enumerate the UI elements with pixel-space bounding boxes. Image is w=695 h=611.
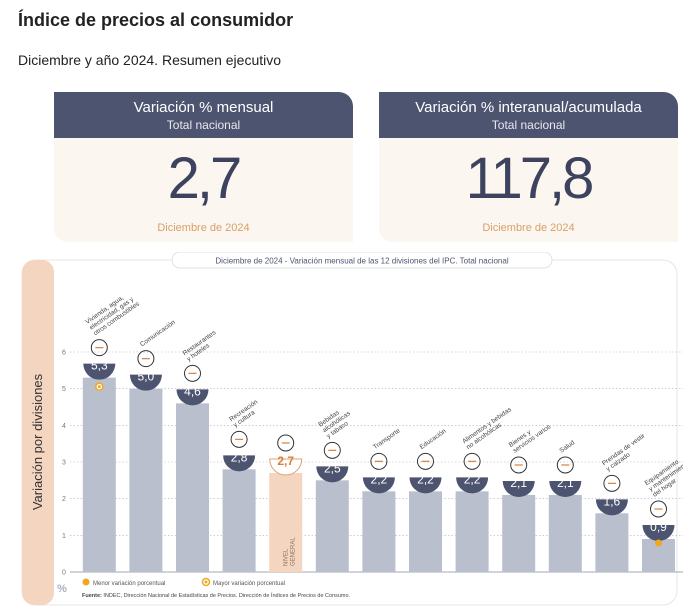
bar	[409, 491, 442, 572]
bar	[82, 377, 116, 572]
value-badge	[595, 499, 628, 516]
bar	[176, 403, 209, 572]
value-label: 5,0	[138, 370, 155, 384]
bar	[548, 495, 582, 572]
legend-max-label: Mayor variación porcentual	[213, 581, 285, 587]
ylabel-panel	[22, 260, 54, 605]
source-prefix: Fuente:	[82, 593, 102, 599]
bar	[222, 469, 256, 572]
y-tick-label: 1	[62, 533, 66, 540]
legend: Menor variación porcentual Mayor variaci…	[82, 577, 285, 587]
food-icon	[463, 452, 481, 470]
value-badge	[269, 458, 303, 476]
phone-icon	[137, 350, 155, 368]
chart-title-text: Variación mensual de las 12 divisiones d…	[290, 257, 509, 266]
value-label: 2,2	[464, 472, 481, 486]
bus-icon	[370, 452, 388, 470]
bar	[455, 491, 489, 572]
bottle-icon	[323, 441, 341, 459]
scissors-icon	[510, 456, 528, 474]
annual-card-header: Variación % interanual/acumulada Total n…	[379, 92, 678, 138]
value-badge	[409, 477, 442, 494]
y-tick-label: 0	[62, 570, 66, 577]
home-appliance-icon	[650, 500, 667, 518]
y-tick-label: 6	[62, 350, 66, 357]
value-badge	[502, 481, 535, 497]
general-bar-label-line: GENERAL	[291, 537, 297, 566]
value-badge	[223, 455, 256, 472]
value-label: 4,6	[184, 384, 201, 398]
chart-title: Diciembre de 2024 - Variación mensual de…	[215, 257, 508, 266]
value-label: 2,7	[277, 454, 294, 468]
monthly-card-header: Variación % mensual Total nacional	[54, 92, 353, 138]
value-label: 2,1	[557, 476, 574, 490]
bar	[129, 388, 163, 572]
y-unit-label: %	[57, 583, 67, 595]
bar	[315, 480, 349, 572]
bar	[362, 491, 396, 572]
monthly-card-value: 2,7	[167, 146, 243, 211]
value-label: 0,9	[650, 520, 667, 534]
source-note: Fuente: INDEC, Dirección Nacional de Est…	[82, 592, 351, 599]
annual-card-date: Diciembre de 2024	[482, 222, 575, 234]
umbrella-icon	[230, 430, 248, 448]
book-icon	[417, 452, 434, 470]
annual-card-title: Variación % interanual/acumulada	[415, 99, 642, 116]
ipc-divisions-bar-chart: Variación por divisiones % Diciembre de …	[21, 252, 683, 606]
annual-card: Variación % interanual/acumulada Total n…	[379, 92, 678, 242]
monthly-card-scope: Total nacional	[166, 118, 241, 132]
value-label: 2,5	[324, 461, 341, 475]
y-tick-label: 2	[62, 496, 66, 503]
min-marker	[655, 539, 662, 547]
general-bar-label-line: NIVEL	[284, 548, 290, 566]
value-badge	[456, 477, 489, 494]
utensils-icon	[184, 364, 201, 382]
legend-min-label: Menor variación porcentual	[93, 581, 165, 587]
bars	[82, 377, 675, 572]
value-badge	[129, 374, 162, 391]
medical-cross-icon	[556, 456, 574, 474]
legend-max-marker-dot	[204, 580, 208, 584]
bar	[502, 495, 536, 572]
y-tick-label: 5	[62, 386, 66, 393]
chart-title-separator: -	[283, 257, 290, 266]
monthly-card-date: Diciembre de 2024	[157, 222, 250, 234]
basket-icon	[277, 434, 295, 452]
value-badge	[549, 481, 582, 497]
legend-min-marker	[82, 578, 90, 586]
value-label: 5,3	[91, 359, 108, 373]
page-subtitle: Diciembre y año 2024. Resumen ejecutivo	[18, 52, 282, 68]
annual-card-scope: Total nacional	[491, 118, 566, 132]
value-label: 2,8	[231, 450, 248, 464]
y-axis-label: Variación por divisiones	[30, 373, 45, 510]
monthly-card-title: Variación % mensual	[133, 99, 274, 116]
source-text: INDEC, Dirección Nacional de Estadística…	[103, 592, 350, 599]
value-badge	[316, 466, 349, 483]
lightbulb-icon	[90, 339, 108, 357]
value-label: 2,2	[371, 472, 388, 486]
value-badges: 5,3 5,0 4,6 2,8 2,7 2,5 2,2 2,2 2,2 2,1 2,1 1,6 0,9	[83, 339, 675, 547]
annual-card-value: 117,8	[465, 146, 595, 211]
value-badge	[83, 363, 116, 380]
chart-title-date: Diciembre de 2024	[215, 257, 283, 266]
bar-nivel-general	[269, 473, 303, 572]
value-label: 2,1	[510, 476, 527, 490]
value-badge	[362, 477, 395, 494]
max-marker-dot	[97, 385, 101, 389]
bar	[595, 513, 629, 572]
value-label: 2,2	[417, 472, 434, 486]
y-tick-label: 4	[62, 423, 66, 430]
value-badge	[176, 389, 209, 406]
general-bar-label: NIVELGENERAL	[284, 537, 297, 566]
chart-title-pill	[171, 252, 553, 269]
y-tick-label: 3	[62, 460, 66, 467]
value-label: 1,6	[604, 494, 621, 508]
page-title: Índice de precios al consumidor	[18, 10, 294, 30]
monthly-card: Variación % mensual Total nacional 2,7 D…	[54, 92, 353, 242]
shirt-icon	[603, 474, 621, 492]
value-badge	[642, 525, 675, 541]
